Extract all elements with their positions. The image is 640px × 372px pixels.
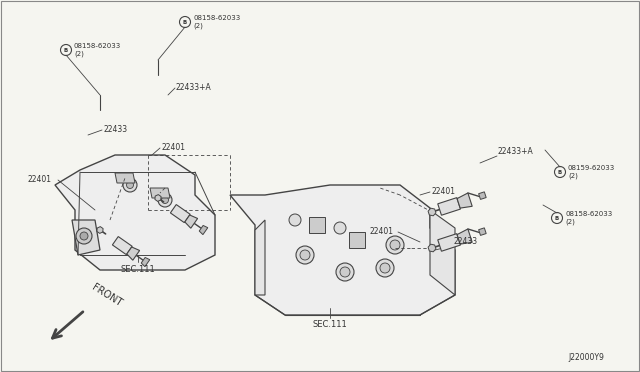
Polygon shape <box>438 234 461 251</box>
Circle shape <box>336 263 354 281</box>
Polygon shape <box>141 257 150 267</box>
Polygon shape <box>72 220 100 255</box>
Polygon shape <box>428 208 436 216</box>
Circle shape <box>296 246 314 264</box>
Polygon shape <box>185 215 198 228</box>
Circle shape <box>390 240 400 250</box>
Text: 08158-62033
(2): 08158-62033 (2) <box>193 15 240 29</box>
Polygon shape <box>349 232 365 248</box>
Circle shape <box>161 196 168 203</box>
Polygon shape <box>127 247 140 260</box>
Circle shape <box>376 259 394 277</box>
Polygon shape <box>113 237 132 255</box>
Circle shape <box>380 263 390 273</box>
Text: 22433+A: 22433+A <box>498 148 534 157</box>
Polygon shape <box>479 192 486 199</box>
Circle shape <box>80 232 88 240</box>
Text: 22401: 22401 <box>162 144 186 153</box>
Polygon shape <box>479 228 486 235</box>
Circle shape <box>123 178 137 192</box>
Polygon shape <box>430 210 455 295</box>
Polygon shape <box>115 173 135 183</box>
Text: B: B <box>64 48 68 52</box>
Text: FRONT: FRONT <box>90 282 124 308</box>
Polygon shape <box>309 217 325 233</box>
Polygon shape <box>155 195 161 201</box>
Text: 08158-62033
(2): 08158-62033 (2) <box>565 211 612 225</box>
Text: 22401: 22401 <box>370 228 394 237</box>
Circle shape <box>340 267 350 277</box>
Polygon shape <box>255 220 265 295</box>
Text: J22000Y9: J22000Y9 <box>568 353 604 362</box>
Text: 22433+A: 22433+A <box>176 83 212 93</box>
Polygon shape <box>199 225 208 235</box>
Text: SEC.111: SEC.111 <box>120 265 156 274</box>
Polygon shape <box>457 229 472 244</box>
Text: 22401: 22401 <box>432 187 456 196</box>
Text: 22401: 22401 <box>28 176 52 185</box>
Polygon shape <box>438 198 461 215</box>
Text: B: B <box>558 170 562 174</box>
Circle shape <box>127 182 134 189</box>
Circle shape <box>386 236 404 254</box>
Text: SEC.111: SEC.111 <box>312 320 348 329</box>
Text: 22433: 22433 <box>103 125 127 135</box>
Circle shape <box>300 250 310 260</box>
Polygon shape <box>457 193 472 208</box>
Text: 22433: 22433 <box>453 237 477 247</box>
Circle shape <box>289 214 301 226</box>
Text: 08158-62033
(2): 08158-62033 (2) <box>74 43 121 57</box>
Polygon shape <box>97 227 103 233</box>
Text: B: B <box>183 19 187 25</box>
Text: B: B <box>555 215 559 221</box>
Text: 08159-62033
(2): 08159-62033 (2) <box>568 165 615 179</box>
Polygon shape <box>230 185 455 315</box>
Polygon shape <box>55 155 215 270</box>
Polygon shape <box>428 244 436 252</box>
Circle shape <box>158 193 172 207</box>
Circle shape <box>334 222 346 234</box>
Polygon shape <box>170 205 190 223</box>
Polygon shape <box>150 188 170 198</box>
Circle shape <box>76 228 92 244</box>
